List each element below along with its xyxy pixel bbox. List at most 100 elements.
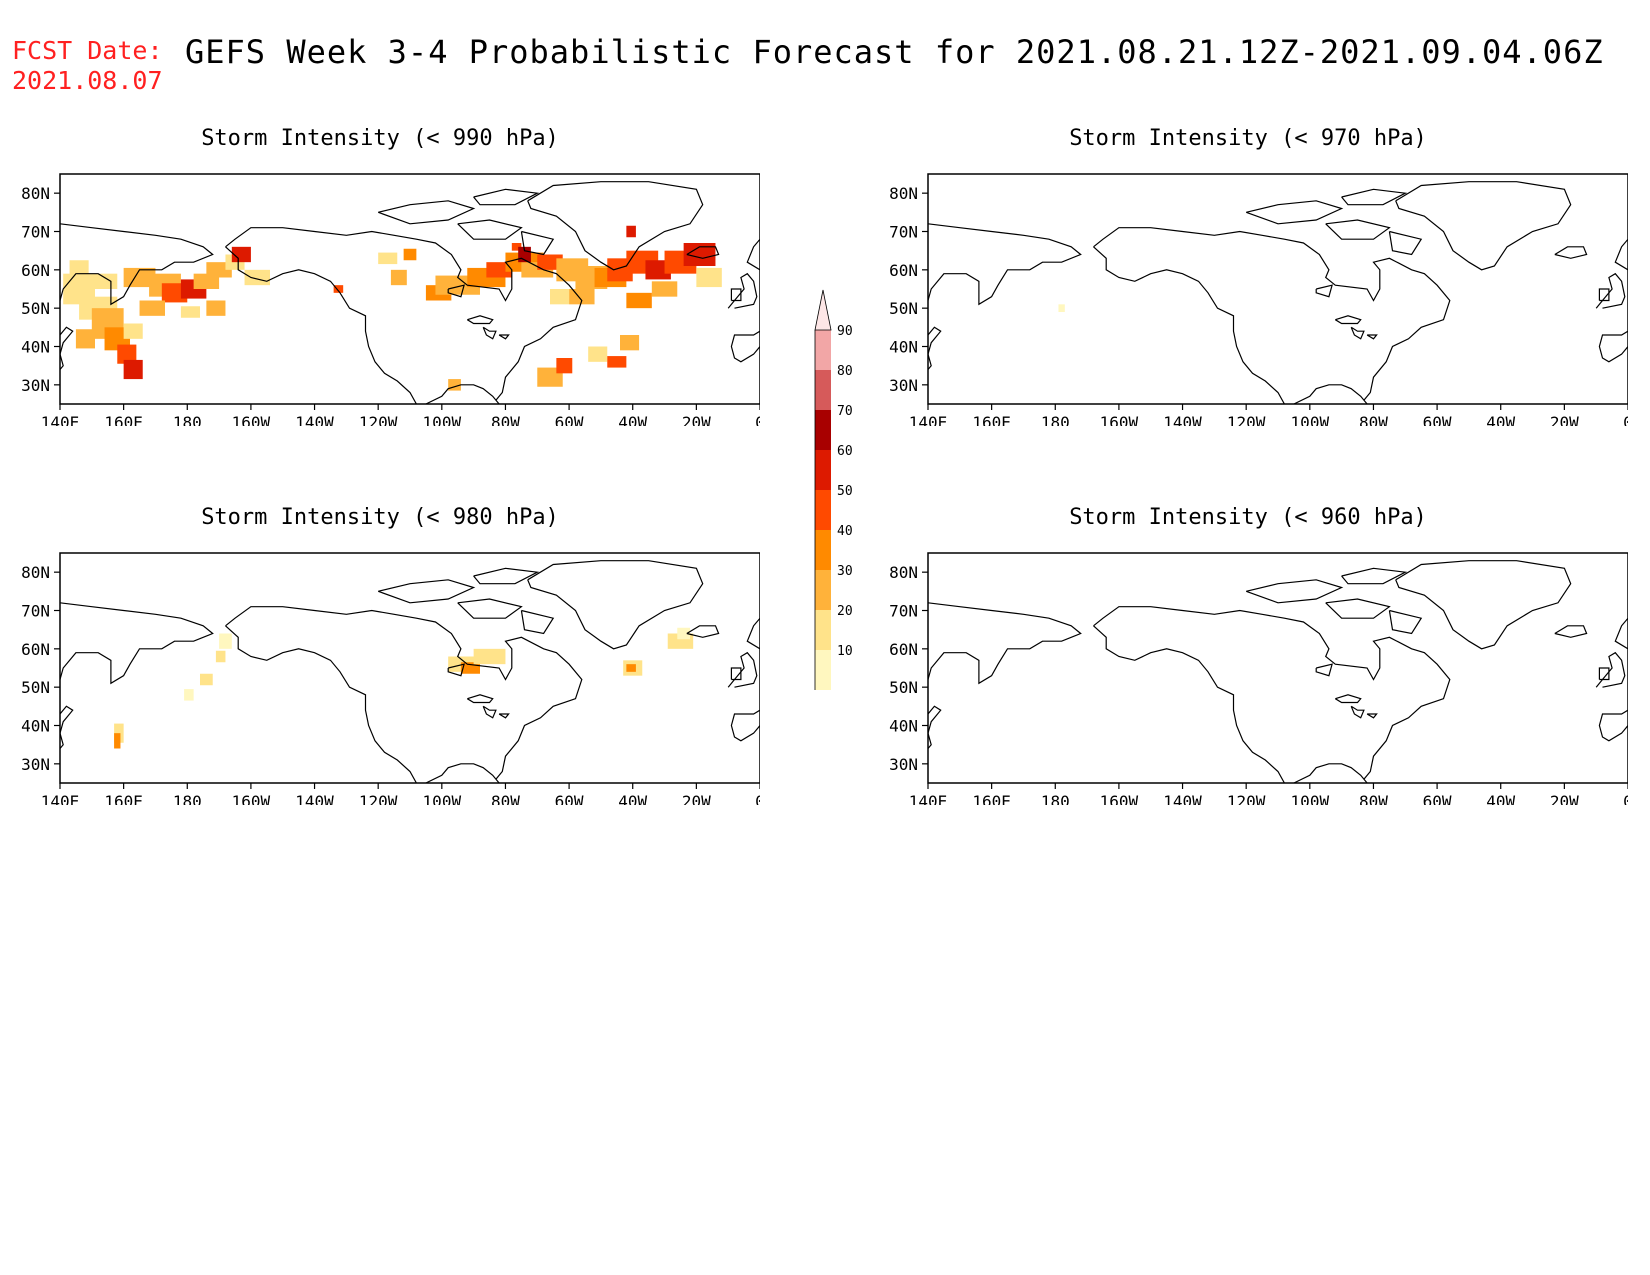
lon-tick-label: 180: [1041, 792, 1070, 805]
shade-cell: [537, 367, 563, 387]
lon-tick-label: 100W: [1291, 792, 1330, 805]
lon-tick-label: 140W: [295, 413, 334, 426]
lon-tick-label: 160W: [1100, 413, 1139, 426]
lon-tick-label: 80W: [491, 792, 520, 805]
lat-tick-label: 80N: [21, 563, 50, 582]
shade-cell: [626, 292, 652, 309]
colorbar-box: [815, 330, 831, 370]
coastline: [447, 663, 465, 677]
coastline: [225, 227, 583, 401]
coastline: [1395, 560, 1572, 650]
coastline: [1554, 625, 1588, 638]
colorbar-box: [815, 410, 831, 450]
colorbar-label: 70: [837, 404, 853, 419]
lat-tick-label: 60N: [21, 640, 50, 659]
coastline: [928, 326, 942, 370]
coastline: [1598, 288, 1610, 302]
panel-title: Storm Intensity (< 990 hPa): [201, 126, 559, 151]
map-plot: 80N 70N 60N 50N 40N 30N 140E 160E 180 160W 140W 120…: [889, 552, 1628, 805]
shade-cell: [677, 627, 690, 640]
coastlines: [60, 560, 760, 783]
colorbar-label: 90: [837, 324, 853, 339]
lon-tick-label: 120W: [1227, 413, 1266, 426]
coastline: [498, 334, 510, 340]
panel-970hpa: Storm Intensity (< 970 hPa) 80N 70N 60N 50N…: [868, 126, 1628, 426]
colorbar-label: 30: [837, 564, 853, 579]
lon-tick-label: 0: [755, 413, 760, 426]
lon-tick-label: 180: [173, 413, 202, 426]
coastline: [473, 567, 540, 585]
coastlines: [928, 181, 1628, 404]
lon-tick-label: 140W: [1163, 413, 1202, 426]
lat-tick-label: 50N: [21, 678, 50, 697]
lat-tick-label: 70N: [889, 602, 918, 621]
lon-tick-label: 160E: [104, 792, 143, 805]
lon-tick-label: 20W: [682, 413, 711, 426]
shade-cell: [114, 733, 121, 749]
coastline: [498, 713, 510, 719]
probability-shading: [114, 627, 694, 749]
coastline: [482, 326, 497, 340]
shade-cell: [651, 281, 678, 297]
coastline: [1598, 330, 1628, 363]
coastline: [746, 238, 760, 271]
map-plot: 80N 70N 60N 50N 40N 30N 140E 160E 180 160W 140W 120…: [21, 173, 760, 426]
lat-tick-label: 80N: [21, 184, 50, 203]
coastline: [1093, 246, 1285, 404]
coastline: [1614, 617, 1628, 650]
shade-cell: [473, 648, 506, 665]
shade-cell: [206, 300, 226, 316]
lon-tick-label: 160W: [232, 792, 271, 805]
coastlines: [928, 560, 1628, 783]
lat-tick-label: 30N: [21, 376, 50, 395]
coastline: [520, 230, 555, 256]
shade-cell: [200, 673, 213, 686]
lon-tick-label: 180: [173, 792, 202, 805]
shade-cell: [139, 300, 165, 316]
lon-tick-label: 80W: [1359, 792, 1388, 805]
coastline: [1350, 326, 1365, 340]
lon-tick-label: 140E: [41, 413, 80, 426]
coastline: [928, 602, 1082, 685]
lon-tick-label: 120W: [359, 792, 398, 805]
map-plot: 80N 70N 60N 50N 40N 30N 140E 160E 180 160W 140W 120…: [21, 552, 760, 805]
coastline: [60, 705, 74, 749]
page-title: GEFS Week 3-4 Probabilistic Forecast for…: [185, 33, 1604, 71]
shade-cell: [75, 329, 95, 349]
shade-cell: [696, 267, 722, 288]
coastlines: [60, 181, 760, 404]
coastline: [466, 315, 494, 325]
lon-tick-label: 100W: [1291, 413, 1330, 426]
shade-cell: [117, 344, 137, 364]
shade-cell: [645, 260, 671, 280]
coastline: [1341, 188, 1408, 206]
lon-tick-label: 140E: [909, 792, 948, 805]
lon-tick-label: 40W: [618, 413, 647, 426]
shade-cell: [244, 269, 270, 286]
shade-cell: [69, 260, 89, 280]
coastline: [1293, 384, 1368, 404]
coastline: [60, 223, 214, 306]
lon-tick-label: 20W: [682, 792, 711, 805]
colorbar-label: 10: [837, 644, 853, 659]
shade-cell: [333, 285, 344, 293]
coastline: [60, 326, 74, 370]
coastline: [746, 617, 760, 650]
shade-cell: [626, 225, 636, 238]
coastline: [466, 694, 494, 704]
colorbar-box: [815, 610, 831, 650]
fcst-date-value: 2021.08.07: [12, 66, 163, 95]
colorbar-box: [815, 650, 831, 690]
lon-tick-label: 0: [1623, 413, 1628, 426]
coastline: [1245, 200, 1344, 225]
shade-cell: [390, 269, 407, 286]
coastline: [928, 705, 942, 749]
coastline: [1366, 713, 1378, 719]
shade-cell: [215, 650, 226, 663]
coastline: [1614, 238, 1628, 271]
shade-cell: [588, 346, 608, 362]
coastline: [457, 598, 523, 619]
lat-tick-label: 40N: [889, 717, 918, 736]
coastline: [727, 272, 758, 309]
plot-frame: [59, 552, 760, 784]
